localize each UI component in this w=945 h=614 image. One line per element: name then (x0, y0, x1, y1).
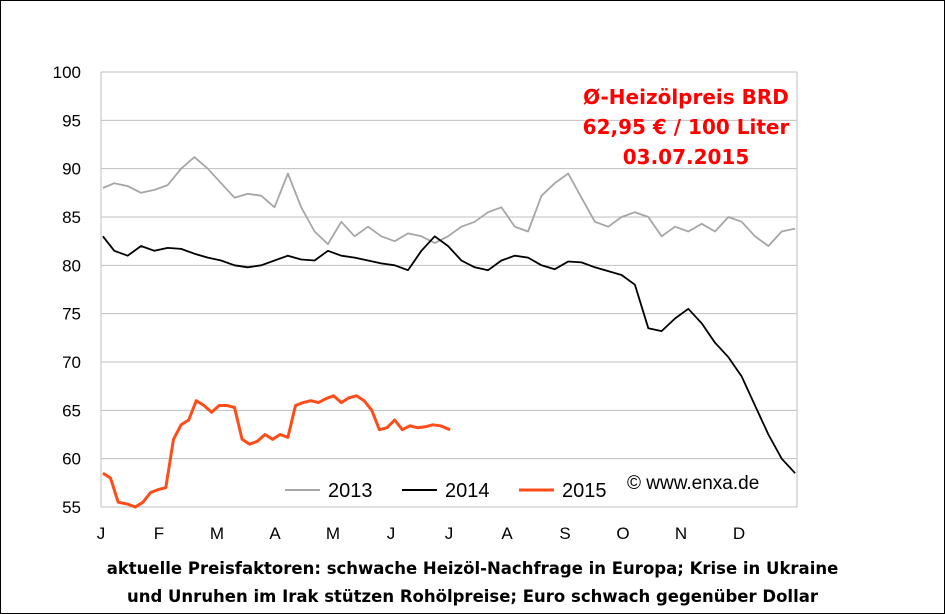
x-tick-label: J (445, 524, 454, 543)
caption-line-1: aktuelle Preisfaktoren: schwache Heizöl-… (106, 559, 839, 578)
series-line-2013 (102, 156, 796, 247)
caption: aktuelle Preisfaktoren: schwache Heizöl-… (0, 555, 945, 611)
y-tick-label: 80 (62, 256, 81, 275)
series-lines (102, 156, 796, 509)
legend-label-2015: 2015 (562, 480, 607, 502)
legend-label-2014: 2014 (445, 480, 490, 502)
x-tick-label: M (210, 524, 224, 543)
x-tick-label: J (97, 524, 106, 543)
price-chart: 55 60 65 70 75 80 85 90 95 100 J F M A M J J A S O N D Ø-Hei… (53, 63, 798, 543)
info-title: Ø-Heizölpreis BRD (583, 85, 789, 109)
x-tick-label: N (675, 524, 687, 543)
x-tick-label: M (326, 524, 340, 543)
x-tick-label: S (559, 524, 570, 543)
x-tick-label: F (154, 524, 164, 543)
info-box: Ø-Heizölpreis BRD 62,95 € / 100 Liter 03… (583, 85, 790, 169)
y-tick-label: 90 (62, 160, 81, 179)
legend: 2013 2014 2015 (285, 480, 607, 502)
info-date: 03.07.2015 (623, 145, 750, 169)
info-price: 62,95 € / 100 Liter (583, 115, 790, 139)
y-tick-label: 85 (62, 208, 81, 227)
series-line-2014 (102, 235, 796, 474)
y-tick-label: 60 (62, 450, 81, 469)
copyright-text: © www.enxa.de (627, 473, 759, 494)
y-tick-label: 70 (62, 353, 81, 372)
x-tick-label: A (501, 524, 513, 543)
y-tick-labels: 55 60 65 70 75 80 85 90 95 100 (53, 63, 81, 517)
series-line-2015 (102, 394, 451, 509)
x-tick-label: O (616, 524, 629, 543)
caption-line-2: und Unruhen im Irak stützen Rohölpreise;… (126, 587, 818, 606)
y-tick-label: 100 (53, 63, 81, 82)
y-tick-label: 95 (62, 111, 81, 130)
y-tick-label: 65 (62, 401, 81, 420)
legend-label-2013: 2013 (328, 480, 373, 502)
y-tick-label: 75 (62, 305, 81, 324)
x-tick-label: D (733, 524, 745, 543)
x-tick-label: A (269, 524, 281, 543)
x-tick-label: J (387, 524, 396, 543)
y-tick-label: 55 (62, 498, 81, 517)
